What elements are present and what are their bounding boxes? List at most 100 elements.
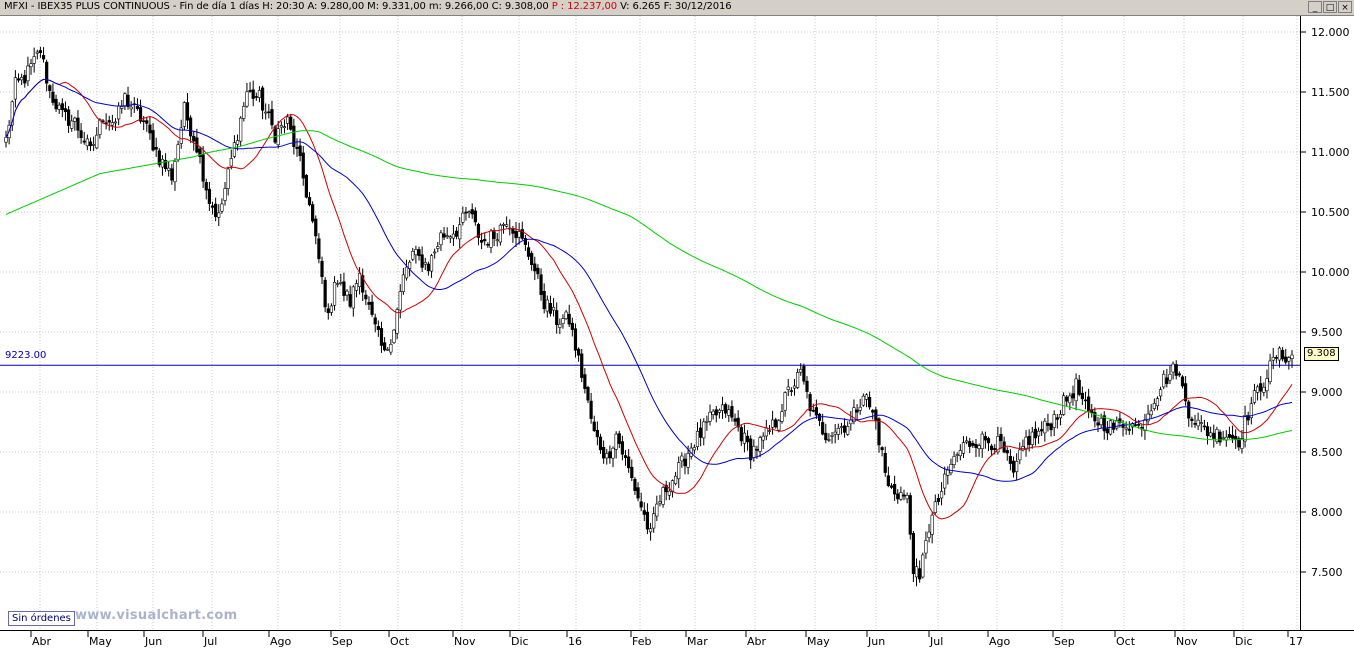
candle-body [739, 427, 743, 442]
candle-body [883, 452, 887, 473]
candle-body [1093, 412, 1097, 422]
candle-body [952, 456, 956, 465]
candle-body [633, 478, 637, 491]
candle-body [489, 230, 493, 248]
candle-body [373, 317, 377, 325]
minimize-button[interactable]: _ [1308, 1, 1322, 13]
candle-body [76, 117, 80, 131]
candle-body [833, 431, 837, 435]
candle-body [307, 197, 312, 206]
candle-body [182, 102, 186, 127]
candle-body [367, 302, 371, 305]
candle-body [417, 249, 421, 257]
candle-body [1249, 403, 1253, 419]
candle-body [10, 101, 14, 126]
candle-body [242, 106, 246, 119]
close-button[interactable]: × [1338, 1, 1352, 13]
candle-body [761, 435, 765, 441]
candle-body [564, 311, 568, 319]
candle-body [323, 279, 327, 308]
candle-body [724, 404, 728, 414]
candle-body [4, 137, 8, 143]
candle-body [1237, 438, 1241, 448]
candle-body [1065, 396, 1069, 402]
candle-body [364, 294, 368, 300]
candle-body [495, 239, 499, 242]
candle-body [383, 342, 387, 351]
candle-body [1033, 428, 1038, 439]
candle-body [113, 121, 118, 124]
candle-body [551, 307, 556, 311]
candle-body [611, 447, 615, 459]
candle-body [361, 275, 365, 293]
ytick-label: 7.500 [1311, 566, 1343, 579]
candle-body [1180, 376, 1185, 387]
candle-body [733, 418, 737, 422]
candle-body [1199, 422, 1203, 424]
candle-body [142, 120, 146, 123]
candle-body [492, 231, 496, 239]
watermark-text: www.visualchart.com [75, 608, 238, 623]
title-ohlc-text: MFXI - IBEX35 PLUS CONTINUOUS - Fin de d… [4, 1, 549, 12]
candle-body [939, 491, 944, 499]
candle-body [332, 282, 337, 306]
candle-body [520, 229, 524, 239]
candle-body [420, 254, 424, 268]
candle-body [220, 203, 224, 212]
candle-body [1102, 415, 1106, 432]
ytick-label: 10.000 [1311, 266, 1350, 279]
candle-body [745, 435, 750, 443]
candle-body [204, 182, 208, 191]
candle-body [705, 421, 709, 423]
candle-body [605, 453, 609, 459]
candle-body [1168, 373, 1172, 381]
candle-body [802, 366, 806, 382]
candle-body [930, 514, 934, 535]
candle-body [505, 224, 509, 227]
candle-body [1052, 414, 1056, 428]
candle-body [376, 326, 380, 330]
candle-body [1146, 413, 1150, 422]
candle-body [170, 168, 174, 181]
candle-body [661, 487, 665, 505]
maximize-button[interactable]: □ [1323, 1, 1337, 13]
candle-body [13, 77, 17, 100]
candle-body [886, 475, 890, 486]
candle-body [35, 51, 39, 54]
candle-body [282, 126, 287, 128]
candle-body [304, 175, 308, 198]
orders-status-button[interactable]: Sin órdenes [8, 611, 75, 626]
candle-body [1281, 349, 1285, 360]
candle-body [173, 161, 177, 183]
candle-body [260, 87, 265, 111]
candle-body [88, 141, 93, 147]
candle-body [1265, 378, 1269, 392]
candle-body [286, 116, 290, 124]
candle-body [699, 427, 703, 438]
candle-body [576, 348, 581, 356]
candle-body [1024, 436, 1028, 450]
candle-body [877, 418, 881, 446]
candle-body [511, 228, 515, 234]
candle-body [264, 111, 268, 114]
title-open-interest: P : 12.237,00 [551, 1, 618, 12]
candle-body [351, 286, 355, 309]
candle-body [683, 458, 687, 467]
candle-body [946, 469, 950, 476]
candle-body [914, 566, 919, 578]
xtick-label: Jul [929, 635, 943, 648]
candle-body [38, 50, 43, 54]
candle-body [92, 144, 96, 146]
candle-body [555, 310, 559, 325]
candle-body [908, 495, 912, 535]
candle-body [896, 493, 900, 500]
candle-body [1149, 410, 1153, 416]
candle-body [251, 89, 255, 99]
candle-body [1115, 420, 1119, 429]
price-chart[interactable] [0, 16, 1300, 630]
candle-body [48, 85, 52, 91]
candle-body [1277, 347, 1282, 361]
candle-body [1221, 437, 1225, 440]
candle-body [1174, 364, 1178, 376]
candle-body [658, 501, 662, 504]
